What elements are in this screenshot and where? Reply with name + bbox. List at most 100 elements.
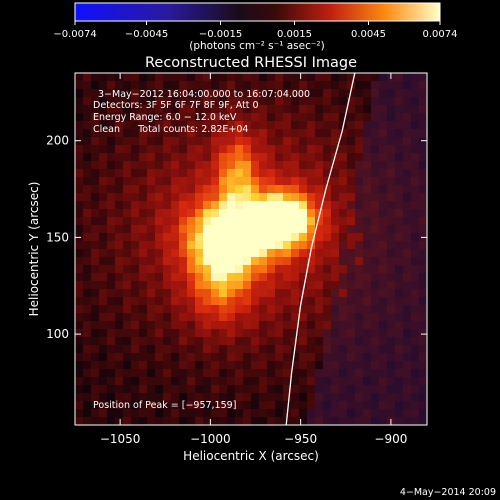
heatmap-cell	[227, 345, 236, 354]
heatmap-cell	[419, 225, 427, 234]
heatmap-cell	[299, 369, 308, 378]
heatmap-cell	[363, 73, 372, 82]
heatmap-cell	[259, 321, 268, 330]
heatmap-cell	[187, 161, 196, 170]
heatmap-cell	[171, 273, 180, 282]
heatmap-cell	[267, 401, 276, 410]
heatmap-cell	[131, 313, 140, 322]
heatmap-cell	[107, 329, 116, 338]
heatmap-cell	[123, 97, 132, 106]
heatmap-cell	[339, 153, 348, 162]
heatmap-cell	[419, 201, 427, 210]
heatmap-cell	[171, 145, 180, 154]
heatmap-cell	[131, 273, 140, 282]
heatmap-cell	[355, 329, 364, 338]
heatmap-cell	[411, 169, 420, 178]
heatmap-cell	[299, 81, 308, 90]
heatmap-cell	[331, 417, 340, 425]
heatmap-cell	[339, 233, 348, 242]
heatmap-cell	[395, 97, 404, 106]
heatmap-cell	[363, 225, 372, 234]
heatmap-cell	[315, 345, 324, 354]
heatmap-cell	[251, 81, 260, 90]
heatmap-cell	[227, 241, 236, 250]
heatmap-cell	[195, 113, 204, 122]
heatmap-cell	[147, 313, 156, 322]
heatmap-cell	[235, 337, 244, 346]
heatmap-cell	[291, 401, 300, 410]
heatmap-cell	[387, 249, 396, 258]
heatmap-cell	[179, 329, 188, 338]
heatmap-cell	[283, 81, 292, 90]
heatmap-cell	[139, 137, 148, 146]
heatmap-cell	[275, 377, 284, 386]
heatmap-cell	[219, 273, 228, 282]
heatmap-cell	[187, 169, 196, 178]
heatmap-cell	[99, 241, 108, 250]
heatmap-cell	[379, 409, 388, 418]
heatmap-cell	[195, 121, 204, 130]
heatmap-cell	[419, 377, 427, 386]
heatmap-cell	[419, 337, 427, 346]
heatmap-cell	[403, 265, 412, 274]
heatmap-cell	[171, 313, 180, 322]
heatmap-cell	[107, 89, 116, 98]
heatmap-cell	[139, 241, 148, 250]
heatmap-cell	[107, 97, 116, 106]
heatmap-cell	[75, 321, 84, 330]
heatmap-cell	[419, 145, 427, 154]
heatmap-cell	[107, 225, 116, 234]
heatmap-cell	[163, 281, 172, 290]
heatmap-cell	[115, 377, 124, 386]
heatmap-cell	[387, 321, 396, 330]
heatmap-cell	[371, 377, 380, 386]
heatmap-cell	[251, 369, 260, 378]
heatmap-cell	[419, 105, 427, 114]
heatmap-cell	[307, 89, 316, 98]
heatmap-cell	[387, 201, 396, 210]
heatmap-cell	[331, 401, 340, 410]
heatmap-cell	[235, 345, 244, 354]
heatmap-cell	[315, 113, 324, 122]
heatmap-cell	[187, 297, 196, 306]
heatmap-cell	[131, 321, 140, 330]
heatmap-cell	[91, 201, 100, 210]
heatmap-cell	[123, 313, 132, 322]
heatmap-cell	[131, 145, 140, 154]
heatmap-cell	[123, 377, 132, 386]
heatmap-cell	[371, 153, 380, 162]
heatmap-cell	[147, 193, 156, 202]
heatmap-cell	[347, 161, 356, 170]
heatmap-cell	[347, 393, 356, 402]
heatmap-cell	[395, 241, 404, 250]
heatmap-cell	[83, 249, 92, 258]
heatmap-cell	[403, 409, 412, 418]
heatmap-cell	[267, 281, 276, 290]
heatmap-cell	[235, 209, 244, 218]
heatmap-cell	[179, 305, 188, 314]
heatmap-cell	[155, 321, 164, 330]
heatmap-cell	[99, 417, 108, 425]
heatmap-cell	[275, 257, 284, 266]
heatmap-cell	[355, 81, 364, 90]
heatmap-cell	[267, 121, 276, 130]
heatmap-cell	[131, 121, 140, 130]
heatmap-cell	[275, 137, 284, 146]
heatmap-cell	[299, 345, 308, 354]
heatmap-cell	[131, 185, 140, 194]
heatmap-cell	[411, 393, 420, 402]
colorbar-ticks: −0.0074 −0.0045 −0.0015 0.0015 0.0045 0.0074	[53, 21, 458, 40]
heatmap-cell	[323, 97, 332, 106]
heatmap-cell	[171, 201, 180, 210]
heatmap-cell	[235, 169, 244, 178]
heatmap-cell	[99, 233, 108, 242]
heatmap-cell	[339, 81, 348, 90]
heatmap-cell	[235, 217, 244, 226]
heatmap-cell	[83, 417, 92, 425]
heatmap-cell	[203, 113, 212, 122]
heatmap-cell	[243, 193, 252, 202]
heatmap-cell	[131, 113, 140, 122]
heatmap-cell	[187, 121, 196, 130]
heatmap-cell	[123, 169, 132, 178]
heatmap-cell	[323, 145, 332, 154]
